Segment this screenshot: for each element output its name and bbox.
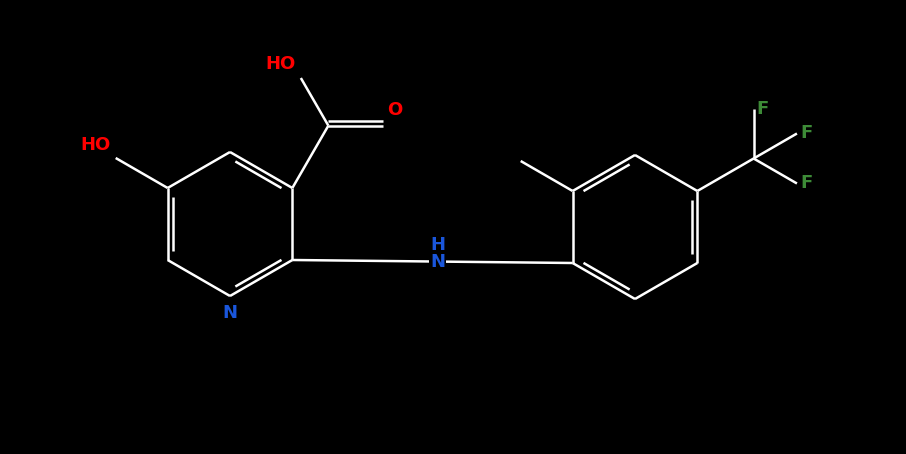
Text: N: N — [223, 304, 237, 322]
Text: H
N: H N — [430, 236, 445, 271]
Text: F: F — [800, 174, 812, 192]
Text: F: F — [800, 124, 812, 143]
Text: HO: HO — [265, 55, 296, 73]
Text: HO: HO — [81, 136, 111, 154]
Text: O: O — [388, 101, 402, 118]
Text: F: F — [757, 99, 769, 118]
